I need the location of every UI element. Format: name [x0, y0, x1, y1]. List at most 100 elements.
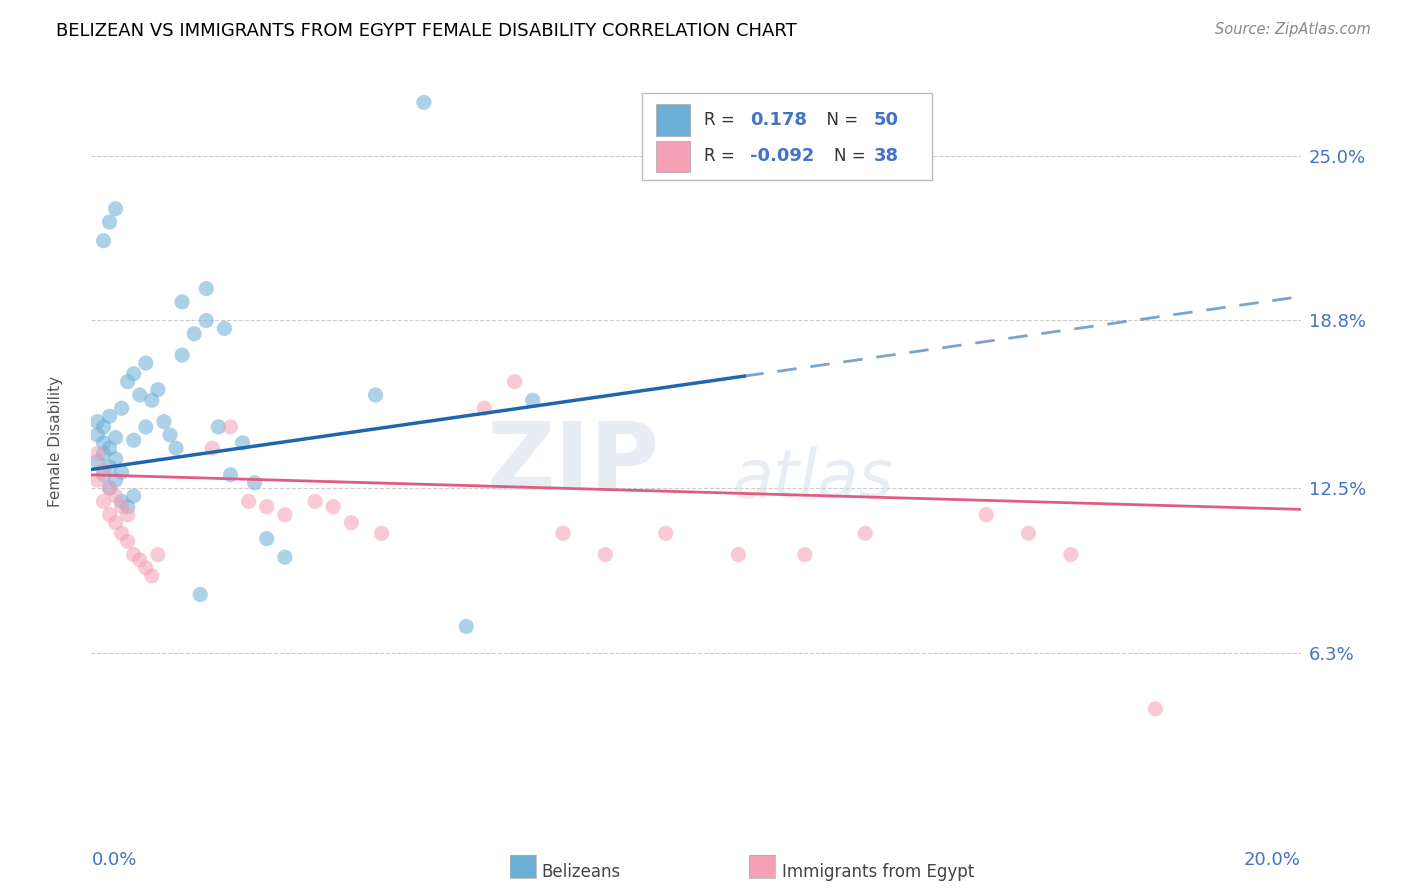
Point [98, 459, 121, 474]
Point [146, 548, 169, 562]
Point [128, 553, 150, 567]
Text: R =: R = [704, 112, 741, 129]
Point [456, 619, 478, 633]
Point [98, 441, 121, 455]
Text: Immigrants from Egypt: Immigrants from Egypt [782, 863, 974, 881]
Point [122, 489, 145, 503]
Point [1018, 526, 1040, 541]
Point [159, 428, 181, 442]
Point [522, 393, 544, 408]
Point [104, 202, 127, 216]
Point [195, 282, 218, 296]
Point [231, 435, 253, 450]
Text: Female Disability: Female Disability [48, 376, 63, 508]
Point [98, 508, 121, 522]
Text: atlas: atlas [733, 447, 893, 512]
Point [111, 465, 132, 479]
Point [135, 561, 157, 575]
Text: ZIP: ZIP [486, 418, 659, 510]
Point [104, 516, 127, 530]
Point [793, 548, 815, 562]
Point [135, 420, 157, 434]
Point [188, 587, 211, 601]
Point [141, 393, 163, 408]
Point [243, 475, 266, 490]
Point [172, 294, 194, 309]
Point [93, 420, 115, 434]
Point [153, 415, 176, 429]
Text: N =: N = [815, 112, 863, 129]
Bar [641, 93, 932, 180]
Point [98, 409, 121, 424]
Point [256, 500, 278, 514]
Point [93, 446, 115, 460]
Point [111, 401, 132, 416]
Text: 0.0%: 0.0% [91, 851, 136, 869]
Point [503, 375, 526, 389]
Text: 38: 38 [873, 147, 898, 165]
Point [98, 215, 121, 229]
Point [853, 526, 876, 541]
Text: BELIZEAN VS IMMIGRANTS FROM EGYPT FEMALE DISABILITY CORRELATION CHART: BELIZEAN VS IMMIGRANTS FROM EGYPT FEMALE… [56, 22, 797, 40]
Point [93, 234, 115, 248]
Point [86, 415, 108, 429]
Point [165, 441, 187, 455]
Point [183, 326, 205, 341]
Point [111, 500, 132, 514]
Point [595, 548, 617, 562]
Point [98, 481, 121, 495]
Point [364, 388, 387, 402]
Point [122, 434, 145, 448]
Point [219, 467, 242, 482]
Point [340, 516, 363, 530]
Point [93, 494, 115, 508]
Point [128, 388, 150, 402]
Text: N =: N = [834, 147, 870, 165]
Point [238, 494, 260, 508]
Point [195, 313, 218, 327]
Point [974, 508, 997, 522]
Point [413, 95, 436, 110]
Point [86, 446, 108, 460]
Point [98, 481, 121, 495]
Point [201, 441, 224, 455]
Point [654, 526, 676, 541]
Point [122, 548, 145, 562]
Point [472, 401, 495, 416]
Point [117, 500, 139, 514]
Point [322, 500, 344, 514]
Point [1060, 548, 1083, 562]
Point [104, 451, 127, 466]
Point [122, 367, 145, 381]
Text: -0.092: -0.092 [751, 147, 814, 165]
Text: R =: R = [704, 147, 741, 165]
Bar [657, 141, 690, 172]
Point [104, 431, 127, 445]
Point [370, 526, 392, 541]
Point [135, 356, 157, 370]
Point [146, 383, 169, 397]
Point [93, 435, 115, 450]
Point [219, 420, 242, 434]
Text: Source: ZipAtlas.com: Source: ZipAtlas.com [1215, 22, 1371, 37]
Point [256, 532, 278, 546]
Point [172, 348, 194, 362]
Point [86, 473, 108, 487]
Point [141, 569, 163, 583]
Point [117, 375, 139, 389]
Point [214, 321, 236, 335]
Text: 20.0%: 20.0% [1244, 851, 1301, 869]
Point [93, 467, 115, 482]
Point [727, 548, 749, 562]
Point [86, 454, 108, 468]
Point [86, 428, 108, 442]
Point [207, 420, 229, 434]
Text: 50: 50 [873, 112, 898, 129]
Text: 0.178: 0.178 [751, 112, 807, 129]
Point [111, 526, 132, 541]
Bar [657, 104, 690, 136]
Point [274, 508, 297, 522]
Point [104, 489, 127, 503]
Point [1144, 702, 1167, 716]
Text: Belizeans: Belizeans [541, 863, 620, 881]
